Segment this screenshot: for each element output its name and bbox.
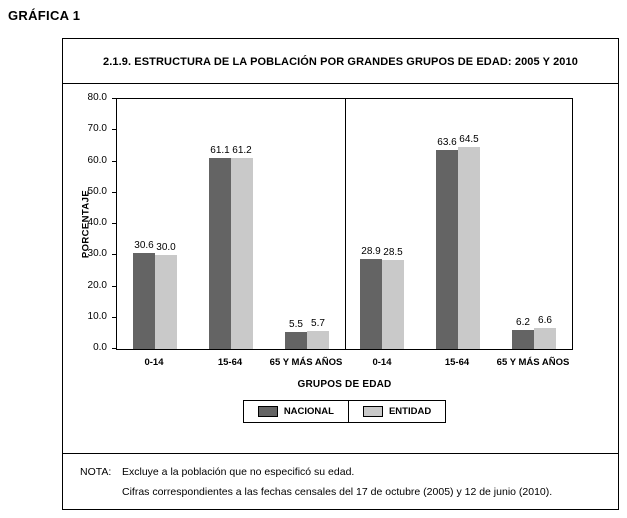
- legend-box: NACIONAL ENTIDAD: [242, 400, 447, 423]
- bar-value-label: 64.5: [459, 134, 479, 145]
- bar-value-label: 6.2: [516, 317, 530, 328]
- chart-title: 2.1.9. ESTRUCTURA DE LA POBLACIÓN POR GR…: [63, 39, 618, 84]
- group-divider-line: [345, 99, 346, 349]
- bar-value-label: 5.5: [289, 319, 303, 330]
- bar-value-label: 28.9: [361, 246, 381, 257]
- note-line: Cifras correspondientes a las fechas cen…: [122, 485, 553, 498]
- bar-entidad-2: [307, 331, 329, 349]
- chart-area: PORCENTAJE 80.0 70.0 60.0 50.0 40.0 30.0 20.0 1…: [63, 84, 618, 453]
- legend-label-entidad: ENTIDAD: [388, 406, 432, 417]
- note-label: NOTA:: [80, 466, 112, 479]
- y-tick-mark: [112, 160, 116, 162]
- figure-box: 2.1.9. ESTRUCTURA DE LA POBLACIÓN POR GR…: [62, 38, 619, 510]
- legend-divider: [347, 401, 349, 422]
- bar-nacional-5: [512, 330, 534, 349]
- x-tick-label: 65 Y MÁS AÑOS: [269, 357, 343, 368]
- legend-label-nacional: NACIONAL: [283, 406, 334, 417]
- bar-value-label: 30.6: [134, 240, 154, 251]
- bar-nacional-3: [360, 259, 382, 349]
- x-tick-label: 15-64: [444, 357, 470, 368]
- y-tick-mark: [112, 98, 116, 99]
- entidad-swatch-icon: [362, 406, 383, 417]
- legend-item-nacional: NACIONAL: [244, 401, 348, 422]
- note-lines: Excluye a la población que no especificó…: [122, 463, 552, 502]
- y-tick-mark: [112, 348, 116, 349]
- nacional-swatch-icon: [257, 406, 278, 417]
- bar-entidad-1: [231, 158, 253, 349]
- x-axis: 0-14 15-64 65 Y MÁS AÑOS 0-14 15-64 65 Y MÁS …: [116, 357, 573, 371]
- bar-value-label: 63.6: [437, 137, 457, 148]
- bar-value-label: 6.6: [538, 315, 552, 326]
- bar-nacional-1: [209, 158, 231, 349]
- y-tick-label: 10.0: [87, 310, 107, 322]
- bar-nacional-2: [285, 332, 307, 349]
- y-tick-label: 20.0: [87, 279, 107, 291]
- y-tick-label: 50.0: [87, 185, 107, 197]
- y-tick-label: 30.0: [87, 248, 107, 260]
- y-tick-label: 70.0: [87, 123, 107, 135]
- y-tick-mark: [112, 223, 116, 224]
- y-tick-label: 40.0: [87, 217, 107, 228]
- y-tick-mark: [112, 129, 116, 131]
- x-tick-label: 65 Y MÁS AÑOS: [496, 357, 570, 368]
- plot-area: 30.6 30.0 61.1 61.2 5.5 5.7 28.9 28.5 63.6 64.5 6.…: [116, 98, 573, 350]
- bar-value-label: 5.7: [311, 318, 325, 329]
- y-tick-label: 0.0: [93, 342, 107, 353]
- legend-item-entidad: ENTIDAD: [349, 401, 445, 422]
- y-tick-label: 60.0: [87, 154, 107, 166]
- y-tick-label: 80.0: [87, 92, 107, 103]
- y-tick-mark: [112, 254, 116, 256]
- x-tick-label: 0-14: [372, 357, 392, 368]
- x-axis-title: GRUPOS DE EDAD: [297, 379, 392, 390]
- bar-entidad-3: [382, 260, 404, 349]
- page-title: GRÁFICA 1: [8, 8, 81, 23]
- bar-value-label: 61.2: [232, 145, 252, 156]
- x-tick-label: 15-64: [217, 357, 243, 368]
- bar-nacional-0: [133, 253, 155, 349]
- bar-entidad-5: [534, 328, 556, 349]
- legend: NACIONAL ENTIDAD: [116, 400, 573, 423]
- bar-entidad-0: [155, 255, 177, 349]
- figure-note: NOTA: Excluye a la población que no espe…: [63, 453, 618, 509]
- y-tick-mark: [112, 285, 116, 287]
- y-tick-mark: [112, 191, 116, 193]
- y-axis: 80.0 70.0 60.0 50.0 40.0 30.0 20.0 10.0 0.0: [63, 93, 116, 353]
- bar-value-label: 28.5: [383, 247, 403, 258]
- x-tick-label: 0-14: [144, 357, 164, 368]
- note-line: Excluye a la población que no especificó…: [122, 466, 355, 479]
- bar-entidad-4: [458, 147, 480, 349]
- y-tick-mark: [112, 316, 116, 318]
- bar-value-label: 61.1: [210, 145, 230, 156]
- bar-value-label: 30.0: [156, 242, 176, 253]
- bar-nacional-4: [436, 150, 458, 349]
